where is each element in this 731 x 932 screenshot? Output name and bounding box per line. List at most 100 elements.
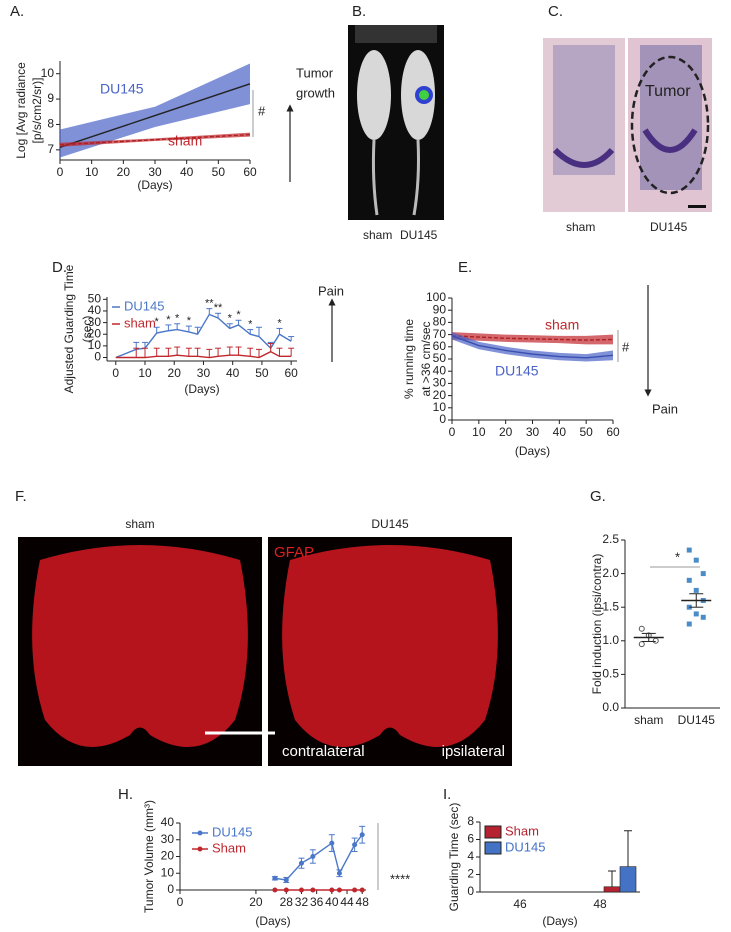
x-tick-label: 46 xyxy=(513,897,527,911)
annotation: # xyxy=(622,339,630,354)
x-axis-label: (Days) xyxy=(542,914,577,928)
point xyxy=(686,577,692,583)
y-tick-label: 0 xyxy=(94,350,101,364)
panel-label: H. xyxy=(118,786,133,803)
point xyxy=(700,614,706,620)
y-tick-label: 1.5 xyxy=(602,599,619,613)
y-tick-label: 10 xyxy=(161,865,175,879)
y-axis-label: Tumor Volume (mm³) xyxy=(142,800,156,913)
y-tick-label: 2.5 xyxy=(602,532,619,546)
legend-label: Sham xyxy=(505,823,539,838)
significance: ** xyxy=(205,298,214,310)
annotation: Pain xyxy=(318,283,344,298)
point xyxy=(336,887,342,893)
x-tick-label: 20 xyxy=(499,425,513,439)
y-tick-label: 40 xyxy=(88,303,102,317)
legend-label: sham xyxy=(124,315,156,330)
y-tick-label: 10 xyxy=(88,338,102,352)
y-tick-label: 20 xyxy=(433,388,447,402)
point xyxy=(638,641,645,648)
image-label: DU145 xyxy=(371,517,409,531)
y-axis-label: [p/s/cm2/sr)] xyxy=(30,77,44,143)
point xyxy=(352,887,358,893)
y-axis-label: Guarding Time (sec) xyxy=(447,803,461,912)
y-tick-label: 30 xyxy=(161,832,175,846)
panel-label: E. xyxy=(458,259,472,276)
confidence-band xyxy=(452,332,613,362)
point xyxy=(638,625,645,632)
point xyxy=(693,587,699,593)
x-tick-label: DU145 xyxy=(678,713,716,727)
x-tick-label: 50 xyxy=(212,165,226,179)
annotation: # xyxy=(258,103,266,118)
image-label: DU145 xyxy=(400,228,438,242)
y-tick-label: 8 xyxy=(467,814,474,828)
point xyxy=(352,842,358,848)
image-label: sham xyxy=(566,220,595,234)
legend-label: DU145 xyxy=(212,824,252,839)
x-axis-label: (Days) xyxy=(255,914,290,928)
y-tick-label: 20 xyxy=(161,849,175,863)
legend-label: Sham xyxy=(212,840,246,855)
legend-marker xyxy=(197,846,203,852)
significance: * xyxy=(248,318,253,330)
series-line xyxy=(59,83,251,148)
legend-swatch xyxy=(484,825,502,839)
annotation: growth xyxy=(296,85,335,100)
y-tick-label: 0 xyxy=(439,412,446,426)
point xyxy=(359,832,365,838)
image-label: DU145 xyxy=(650,220,688,234)
y-tick-label: 0.0 xyxy=(602,700,619,714)
series-line xyxy=(59,133,251,146)
x-tick-label: 40 xyxy=(226,366,240,380)
annotation: * xyxy=(675,549,680,564)
y-tick-label: 7 xyxy=(47,142,54,156)
annotation: Pain xyxy=(652,401,678,416)
y-axis-label: Adjusted Guarding Time xyxy=(62,264,76,393)
series-line xyxy=(274,834,363,881)
panel-label: F. xyxy=(15,488,27,505)
x-tick-label: 60 xyxy=(284,366,298,380)
series-line xyxy=(451,335,614,341)
point xyxy=(652,637,659,644)
bar xyxy=(619,866,637,893)
x-tick-label: 32 xyxy=(295,895,309,909)
significance: * xyxy=(166,314,171,326)
x-tick-label: 44 xyxy=(340,895,354,909)
image-label: sham xyxy=(125,517,154,531)
confidence-band xyxy=(60,132,250,147)
bar xyxy=(603,886,621,893)
panel-label: D. xyxy=(52,259,67,276)
y-tick-label: 30 xyxy=(88,315,102,329)
point xyxy=(272,875,278,881)
x-tick-label: 10 xyxy=(138,366,152,380)
y-tick-label: 2 xyxy=(467,867,474,881)
image-label: sham xyxy=(363,228,392,242)
y-tick-label: 10 xyxy=(433,400,447,414)
y-tick-label: 100 xyxy=(426,290,446,304)
x-tick-label: 60 xyxy=(243,165,257,179)
y-tick-label: 20 xyxy=(88,326,102,340)
series-label: DU145 xyxy=(100,81,144,97)
point xyxy=(686,547,692,553)
y-tick-label: 2.0 xyxy=(602,566,619,580)
legend-swatch xyxy=(484,841,502,855)
y-tick-label: 0 xyxy=(167,882,174,896)
series-line xyxy=(451,335,614,359)
legend-label: DU145 xyxy=(505,839,545,854)
y-tick-label: 30 xyxy=(433,376,447,390)
side-label: contralateral xyxy=(282,743,365,760)
x-tick-label: 48 xyxy=(356,895,370,909)
point xyxy=(298,887,304,893)
series-label: sham xyxy=(168,133,202,149)
y-tick-label: 40 xyxy=(161,815,175,829)
y-tick-label: 40 xyxy=(433,363,447,377)
x-tick-label: 60 xyxy=(606,425,620,439)
y-tick-label: 0.5 xyxy=(602,667,619,681)
x-axis-label: (Days) xyxy=(515,444,550,458)
x-tick-label: sham xyxy=(634,713,663,727)
x-tick-label: 20 xyxy=(117,165,131,179)
point xyxy=(336,870,342,876)
x-axis-label: (Days) xyxy=(137,178,172,192)
panel-label: G. xyxy=(590,488,606,505)
